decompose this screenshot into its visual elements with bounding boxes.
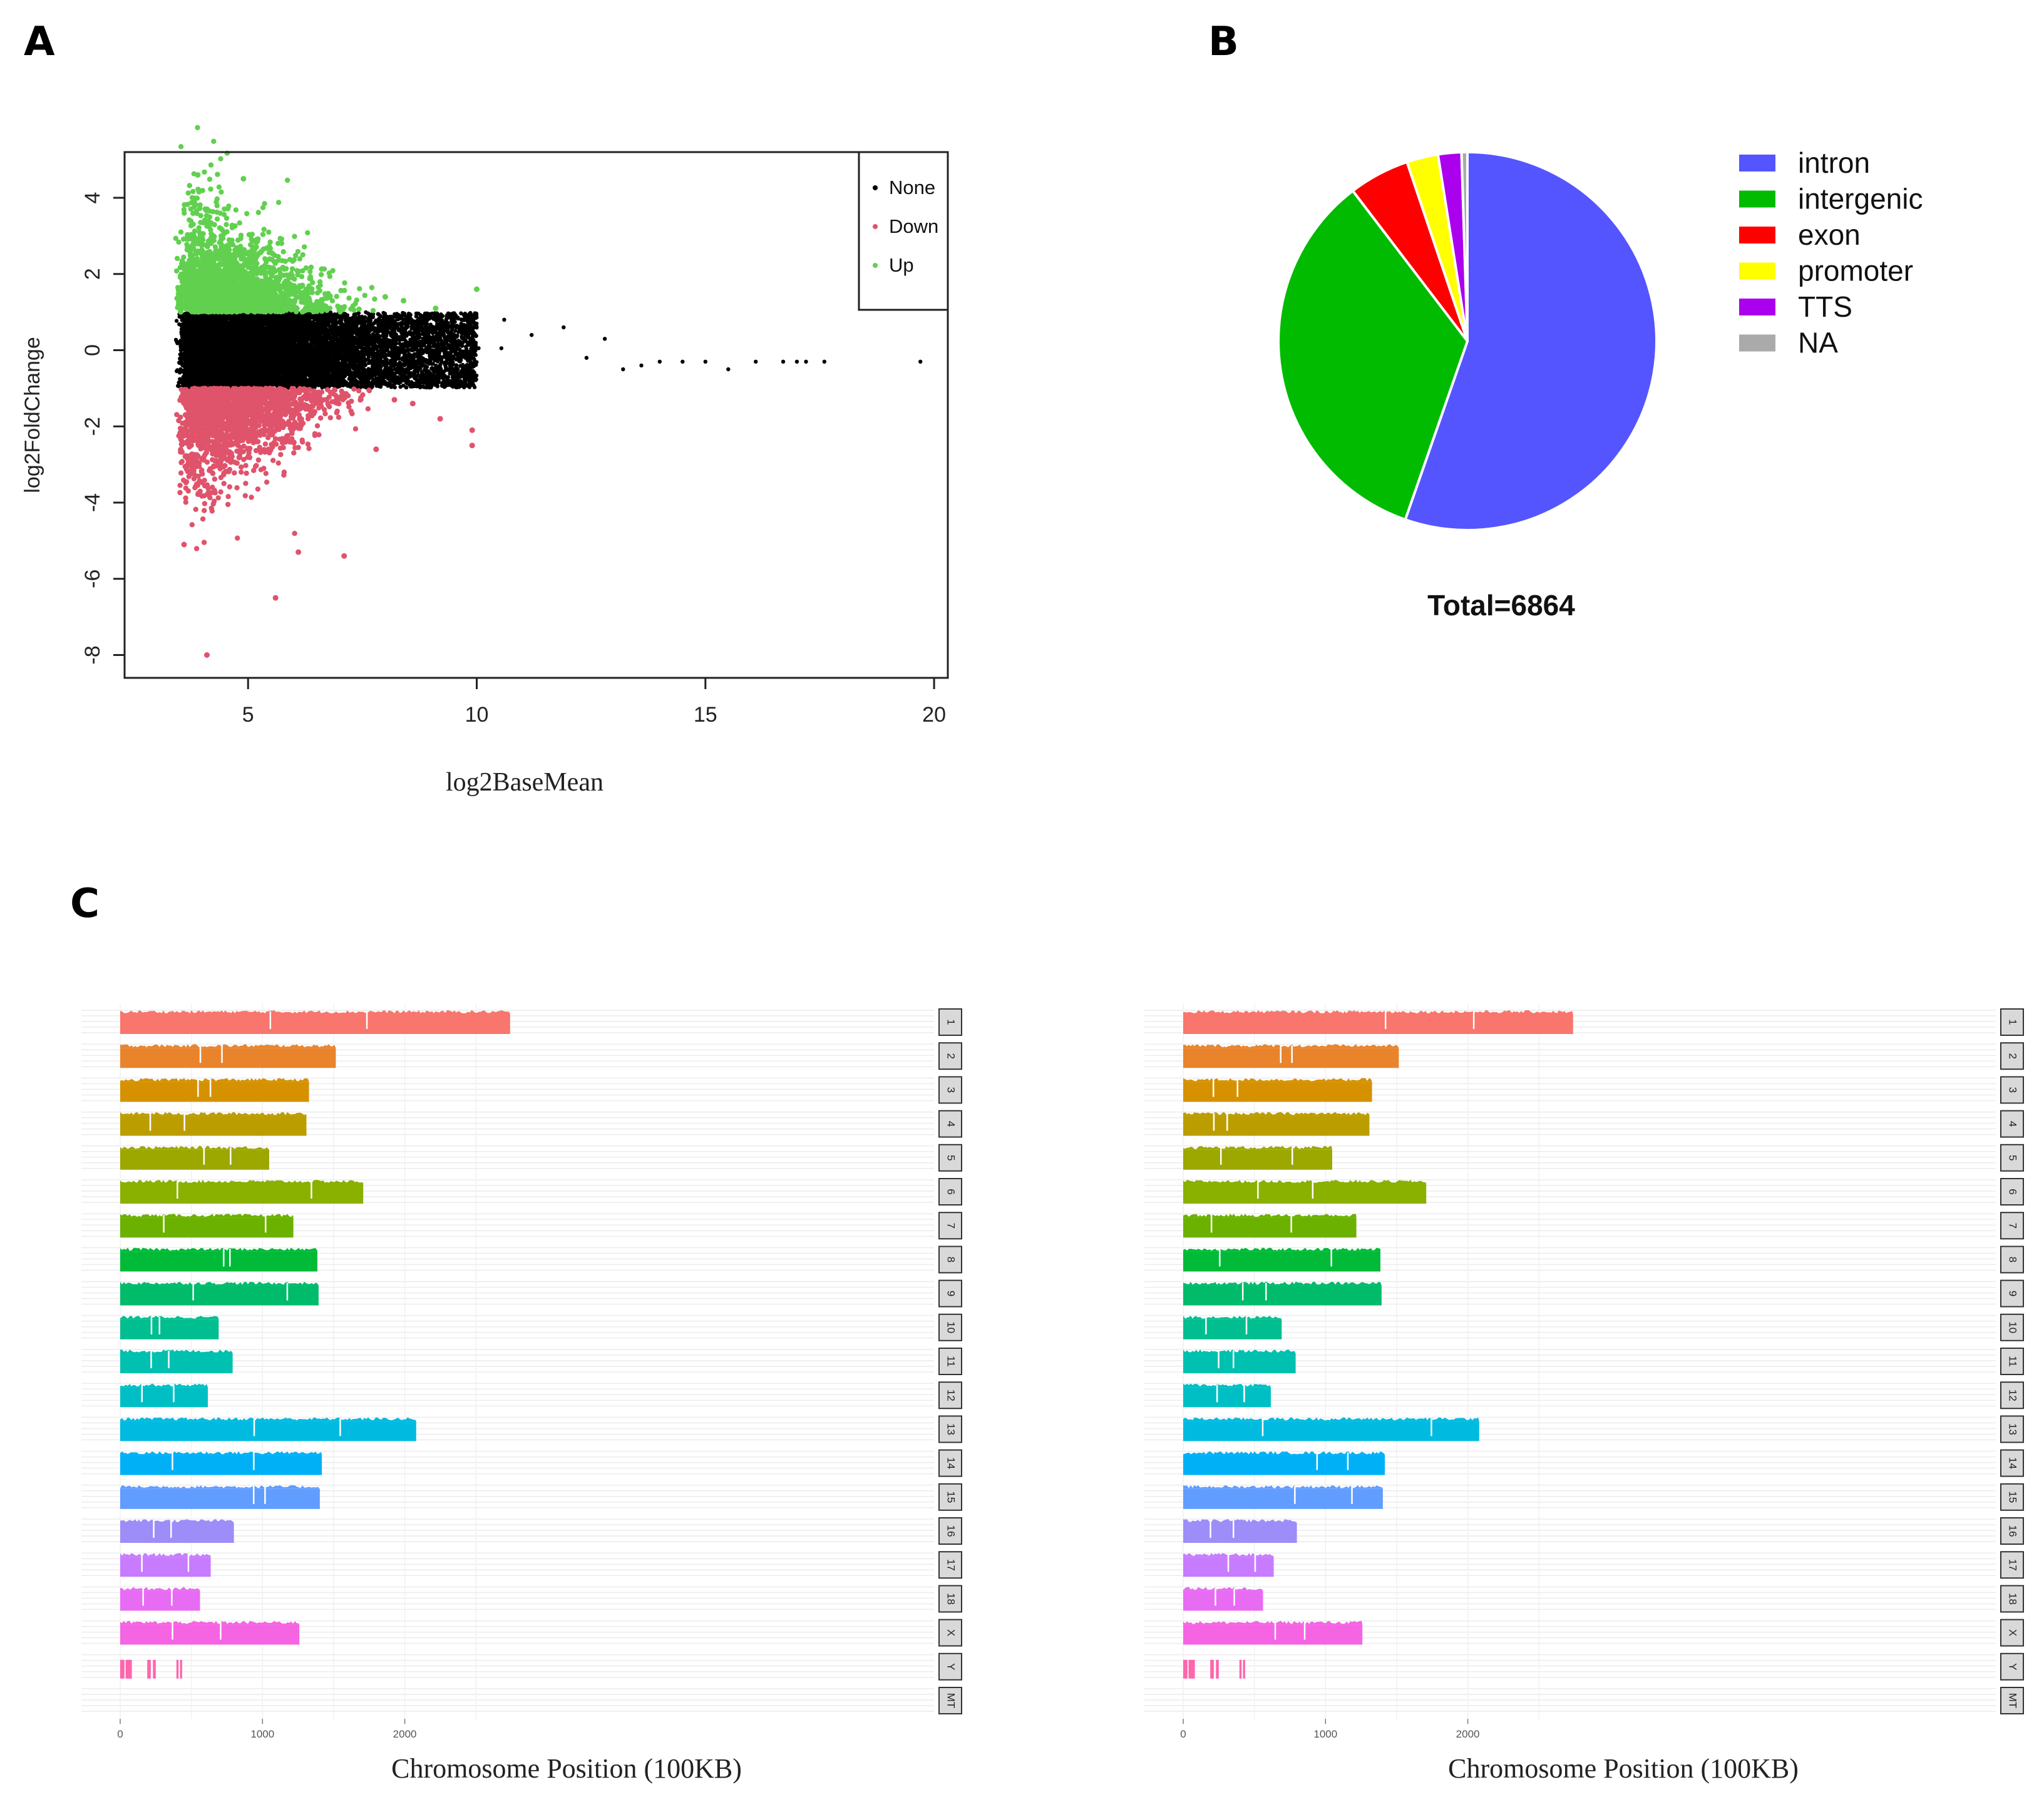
ma-point (181, 369, 185, 374)
panel-label-a: A (24, 19, 55, 65)
ma-point (174, 319, 179, 323)
ma-point (499, 346, 504, 351)
ma-point (336, 320, 341, 325)
ma-point (179, 359, 183, 363)
ma-points-none (173, 310, 923, 391)
ma-point (177, 371, 182, 375)
panel-label-b: B (1208, 19, 1239, 65)
ma-plot-points (173, 125, 923, 658)
ma-point (179, 352, 183, 357)
ma-point (364, 310, 368, 315)
ma-point (173, 337, 178, 342)
ma-point (178, 377, 182, 381)
panel-label-c: C (70, 881, 100, 927)
